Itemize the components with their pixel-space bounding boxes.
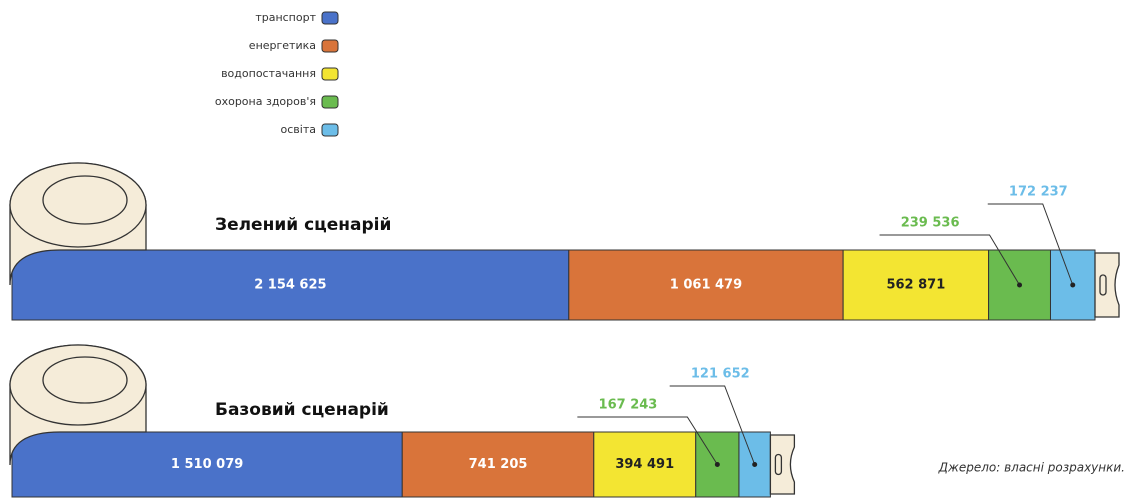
leader-dot xyxy=(1017,282,1023,288)
leader-dot xyxy=(714,462,720,467)
legend-label: енергетика xyxy=(249,39,316,52)
bar-segment xyxy=(568,249,844,321)
bar-segment xyxy=(11,431,403,498)
leader-line xyxy=(879,234,1020,286)
leader-dot xyxy=(752,462,758,467)
callout-label: 239 536 xyxy=(901,216,960,231)
callout-label: 172 237 xyxy=(1009,185,1068,200)
roll-hole xyxy=(42,356,128,404)
leader-dot xyxy=(1070,282,1076,288)
bar-segment xyxy=(593,431,697,498)
value-label: 741 205 xyxy=(469,457,528,472)
tape-end xyxy=(1094,252,1120,318)
value-label: 394 491 xyxy=(615,457,674,472)
legend-label: транспорт xyxy=(255,11,316,24)
bars xyxy=(11,249,1096,498)
tape-slot xyxy=(1099,274,1107,296)
value-label: 2 154 625 xyxy=(254,278,326,293)
legend-swatch xyxy=(321,11,339,25)
value-label: 1 510 079 xyxy=(171,457,243,472)
tape-slot xyxy=(774,453,783,476)
callout-label: 121 652 xyxy=(691,367,750,382)
bar-segment xyxy=(11,249,570,321)
value-label: 1 061 479 xyxy=(670,278,742,293)
leader-line xyxy=(987,203,1074,286)
category-label: Базовий сценарій xyxy=(215,400,389,420)
leader-line xyxy=(577,416,718,465)
value-label: 562 871 xyxy=(886,278,945,293)
legend-label: освіта xyxy=(281,123,316,136)
source: Джерело: власні розрахунки. xyxy=(938,461,1125,475)
bar-segment xyxy=(401,431,595,498)
tape-end xyxy=(769,434,796,495)
tape-roll xyxy=(9,162,147,466)
legend-swatch xyxy=(321,95,339,109)
legend-swatch xyxy=(321,123,339,137)
leader-line xyxy=(669,385,756,465)
legend-label: охорона здоров'я xyxy=(215,95,316,108)
bar-segment xyxy=(842,249,990,321)
legend-swatch xyxy=(321,67,339,81)
roll-hole xyxy=(42,175,128,225)
callout-label: 167 243 xyxy=(599,398,658,413)
legend-label: водопостачання xyxy=(221,67,316,80)
legend-swatch xyxy=(321,39,339,53)
category-label: Зелений сценарій xyxy=(215,215,391,235)
